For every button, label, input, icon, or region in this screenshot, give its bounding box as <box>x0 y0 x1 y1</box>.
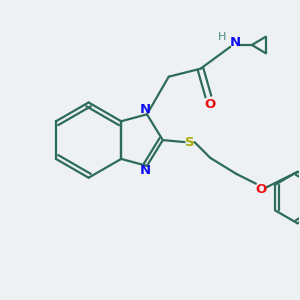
Text: O: O <box>205 98 216 111</box>
Text: S: S <box>185 136 194 148</box>
Text: N: N <box>140 103 151 116</box>
Text: H: H <box>218 32 226 42</box>
Text: N: N <box>140 164 151 177</box>
Text: O: O <box>255 183 266 196</box>
Text: N: N <box>230 35 241 49</box>
